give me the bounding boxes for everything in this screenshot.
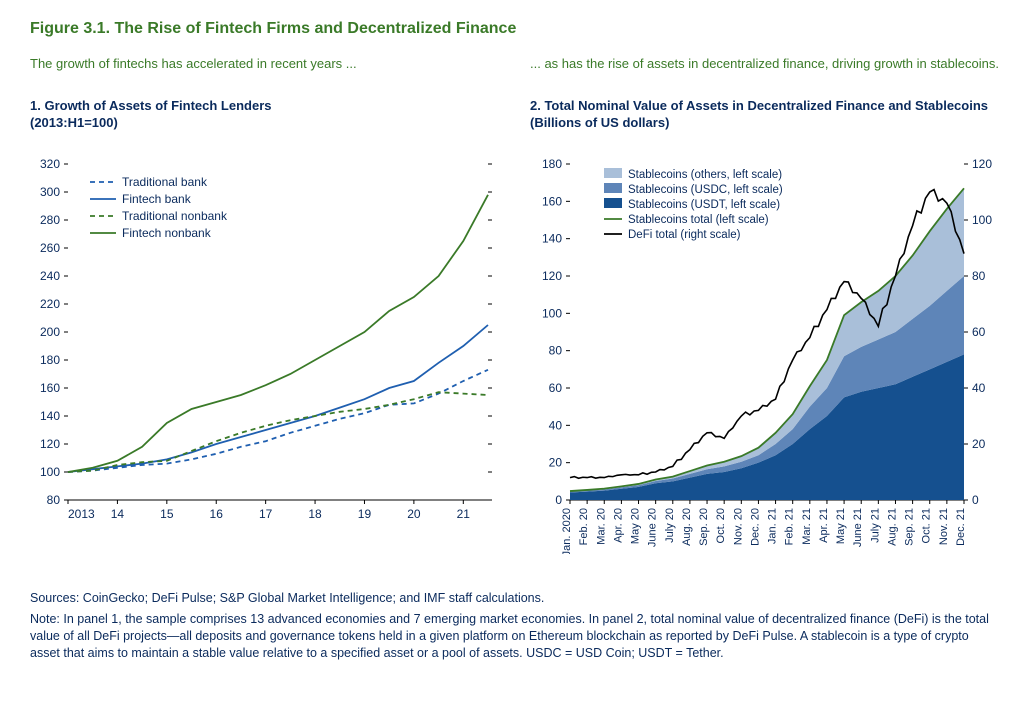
svg-text:Stablecoins (others, left scal: Stablecoins (others, left scale) bbox=[628, 169, 782, 181]
panel-2-title: 2. Total Nominal Value of Assets in Dece… bbox=[530, 98, 1010, 150]
panel-2-chart: 0 20 40 60 80 100 120 140 160 180 0 20 40 60 80 100 120 J… bbox=[530, 154, 1010, 554]
svg-text:17: 17 bbox=[259, 507, 273, 521]
svg-text:280: 280 bbox=[40, 213, 60, 227]
svg-text:80: 80 bbox=[47, 493, 61, 507]
svg-text:140: 140 bbox=[40, 409, 60, 423]
svg-text:Mar. 20: Mar. 20 bbox=[595, 508, 607, 545]
svg-text:Apr. 21: Apr. 21 bbox=[818, 508, 830, 543]
svg-text:20: 20 bbox=[549, 456, 563, 470]
svg-text:Apr. 20: Apr. 20 bbox=[612, 508, 624, 543]
svg-text:140: 140 bbox=[542, 232, 562, 246]
svg-text:0: 0 bbox=[555, 493, 562, 507]
svg-text:15: 15 bbox=[160, 507, 174, 521]
svg-text:19: 19 bbox=[358, 507, 372, 521]
svg-text:Traditional nonbank: Traditional nonbank bbox=[122, 209, 228, 223]
svg-text:Oct. 20: Oct. 20 bbox=[715, 508, 727, 543]
svg-text:Sep. 21: Sep. 21 bbox=[904, 508, 916, 546]
svg-text:40: 40 bbox=[972, 381, 986, 395]
svg-text:Stablecoins (USDC, left scale): Stablecoins (USDC, left scale) bbox=[628, 184, 783, 196]
svg-text:20: 20 bbox=[972, 437, 986, 451]
svg-text:120: 120 bbox=[972, 157, 992, 171]
svg-text:80: 80 bbox=[549, 344, 563, 358]
svg-text:120: 120 bbox=[542, 269, 562, 283]
svg-text:200: 200 bbox=[40, 325, 60, 339]
svg-text:July 20: July 20 bbox=[664, 508, 676, 543]
panels-container: The growth of fintechs has accelerated i… bbox=[30, 56, 994, 554]
svg-text:May 20: May 20 bbox=[630, 508, 642, 544]
panel-2: ... as has the rise of assets in decentr… bbox=[530, 56, 1010, 554]
svg-text:July 21: July 21 bbox=[869, 508, 881, 543]
svg-text:300: 300 bbox=[40, 185, 60, 199]
svg-text:220: 220 bbox=[40, 297, 60, 311]
svg-text:14: 14 bbox=[111, 507, 125, 521]
svg-text:180: 180 bbox=[542, 157, 562, 171]
panel-1-chart: 80 100 120 140 160 180 200 220 240 260 280 300 320 20… bbox=[30, 154, 500, 554]
footer-sources: Sources: CoinGecko; DeFi Pulse; S&P Glob… bbox=[30, 590, 994, 607]
svg-text:120: 120 bbox=[40, 437, 60, 451]
svg-text:40: 40 bbox=[549, 418, 563, 432]
svg-text:Sep. 20: Sep. 20 bbox=[698, 508, 710, 546]
svg-text:260: 260 bbox=[40, 241, 60, 255]
footer-note: Note: In panel 1, the sample comprises 1… bbox=[30, 611, 994, 662]
svg-text:180: 180 bbox=[40, 353, 60, 367]
svg-text:Traditional bank: Traditional bank bbox=[122, 175, 208, 189]
svg-text:100: 100 bbox=[40, 465, 60, 479]
svg-text:Stablecoins (USDT, left scale): Stablecoins (USDT, left scale) bbox=[628, 199, 780, 211]
svg-text:Nov. 21: Nov. 21 bbox=[938, 508, 950, 545]
svg-text:320: 320 bbox=[40, 157, 60, 171]
svg-text:0: 0 bbox=[972, 493, 979, 507]
svg-text:20: 20 bbox=[407, 507, 421, 521]
svg-text:160: 160 bbox=[542, 194, 562, 208]
svg-text:Fintech nonbank: Fintech nonbank bbox=[122, 226, 212, 240]
svg-text:Fintech bank: Fintech bank bbox=[122, 192, 192, 206]
svg-text:May 21: May 21 bbox=[835, 508, 847, 544]
panel-2-caption: ... as has the rise of assets in decentr… bbox=[530, 56, 1010, 92]
svg-text:Aug. 20: Aug. 20 bbox=[681, 508, 693, 546]
svg-text:Stablecoins total (left scale): Stablecoins total (left scale) bbox=[628, 214, 769, 226]
svg-text:21: 21 bbox=[457, 507, 471, 521]
panel-2-svg: 0 20 40 60 80 100 120 140 160 180 0 20 40 60 80 100 120 J… bbox=[530, 154, 1010, 554]
svg-text:240: 240 bbox=[40, 269, 60, 283]
svg-text:160: 160 bbox=[40, 381, 60, 395]
svg-text:100: 100 bbox=[542, 306, 562, 320]
svg-text:16: 16 bbox=[210, 507, 224, 521]
panel-1-caption: The growth of fintechs has accelerated i… bbox=[30, 56, 500, 92]
svg-text:Nov. 20: Nov. 20 bbox=[732, 508, 744, 545]
panel-1: The growth of fintechs has accelerated i… bbox=[30, 56, 500, 554]
svg-text:60: 60 bbox=[972, 325, 986, 339]
figure-title: Figure 3.1. The Rise of Fintech Firms an… bbox=[30, 20, 994, 38]
svg-text:18: 18 bbox=[308, 507, 322, 521]
svg-text:Oct. 21: Oct. 21 bbox=[921, 508, 933, 543]
svg-text:Aug. 21: Aug. 21 bbox=[886, 508, 898, 546]
svg-text:Dec. 21: Dec. 21 bbox=[955, 508, 967, 546]
svg-text:Feb. 21: Feb. 21 bbox=[784, 508, 796, 545]
svg-text:Dec. 20: Dec. 20 bbox=[749, 508, 761, 546]
svg-text:Feb. 20: Feb. 20 bbox=[578, 508, 590, 545]
svg-text:Jan. 2020: Jan. 2020 bbox=[561, 508, 573, 554]
svg-text:DeFi total (right scale): DeFi total (right scale) bbox=[628, 229, 741, 241]
svg-text:2013: 2013 bbox=[68, 507, 95, 521]
figure-footer: Sources: CoinGecko; DeFi Pulse; S&P Glob… bbox=[30, 590, 994, 662]
svg-text:Jan. 21: Jan. 21 bbox=[767, 508, 779, 544]
svg-text:June 20: June 20 bbox=[647, 508, 659, 547]
svg-text:Mar. 21: Mar. 21 bbox=[801, 508, 813, 545]
svg-text:100: 100 bbox=[972, 213, 992, 227]
panel-1-title: 1. Growth of Assets of Fintech Lenders(2… bbox=[30, 98, 500, 150]
svg-text:60: 60 bbox=[549, 381, 563, 395]
svg-text:80: 80 bbox=[972, 269, 986, 283]
panel-1-svg: 80 100 120 140 160 180 200 220 240 260 280 300 320 20… bbox=[30, 154, 500, 554]
svg-text:June 21: June 21 bbox=[852, 508, 864, 547]
